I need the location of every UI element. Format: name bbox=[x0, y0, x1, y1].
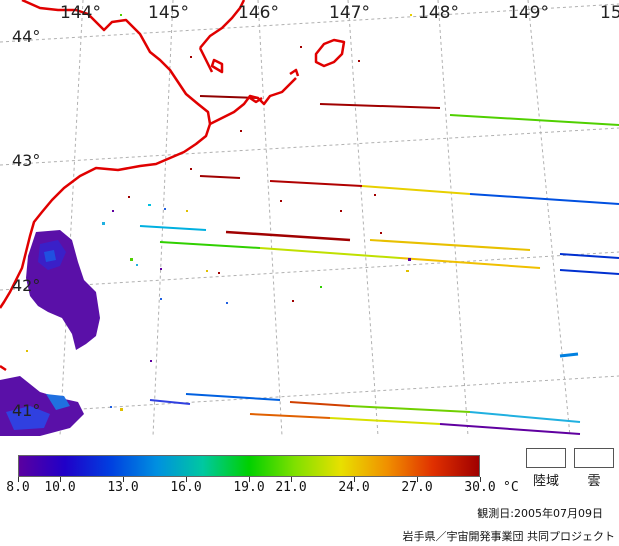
scale-tick-label: 19.0 bbox=[233, 480, 265, 495]
longitude-label: 146° bbox=[238, 3, 279, 23]
latitude-label: 42° bbox=[12, 276, 41, 295]
land-key-label: 陸域 bbox=[532, 474, 560, 489]
latitude-label: 43° bbox=[12, 151, 41, 170]
sst-streaks bbox=[139, 95, 619, 435]
temperature-unit: °C bbox=[503, 480, 519, 495]
longitude-label: 15 bbox=[600, 3, 619, 23]
parallel-lines bbox=[0, 3, 619, 415]
scale-tick bbox=[480, 477, 481, 482]
scale-tick bbox=[291, 477, 292, 482]
scale-tick-label: 24.0 bbox=[338, 480, 370, 495]
longitude-label: 144° bbox=[60, 3, 101, 23]
sst-map bbox=[0, 0, 619, 436]
scale-tick bbox=[354, 477, 355, 482]
longitude-label: 147° bbox=[329, 3, 370, 23]
scale-tick-label: 13.0 bbox=[107, 480, 139, 495]
meridian-lines bbox=[59, 0, 571, 436]
scale-tick bbox=[123, 477, 124, 482]
coastline bbox=[0, 0, 346, 372]
scale-tick bbox=[417, 477, 418, 482]
scale-tick-label: 21.0 bbox=[275, 480, 307, 495]
longitude-label: 145° bbox=[148, 3, 189, 23]
latitude-label: 44° bbox=[12, 27, 41, 46]
scale-tick bbox=[186, 477, 187, 482]
temperature-color-bar bbox=[18, 455, 480, 477]
latitude-label: 41° bbox=[12, 401, 41, 420]
longitude-label: 148° bbox=[418, 3, 459, 23]
scale-tick-label: 16.0 bbox=[170, 480, 202, 495]
sst-coastal-patch bbox=[0, 230, 100, 436]
land-key-swatch bbox=[526, 448, 566, 468]
longitude-label: 149° bbox=[508, 3, 549, 23]
scale-tick-label: 30.0 bbox=[464, 480, 496, 495]
observation-date: 観測日:2005年07月09日 bbox=[477, 507, 603, 520]
cloud-key-swatch bbox=[574, 448, 614, 468]
scale-tick bbox=[18, 477, 19, 482]
scale-tick bbox=[249, 477, 250, 482]
credit-text: 岩手県／宇宙開発事業団 共同プロジェクト bbox=[402, 530, 616, 543]
scale-tick-label: 10.0 bbox=[44, 480, 76, 495]
scale-tick-label: 27.0 bbox=[401, 480, 433, 495]
cloud-key-label: 雲 bbox=[587, 474, 601, 489]
scale-tick-label: 8.0 bbox=[6, 480, 30, 495]
sst-scatter bbox=[26, 14, 412, 411]
scale-tick bbox=[60, 477, 61, 482]
